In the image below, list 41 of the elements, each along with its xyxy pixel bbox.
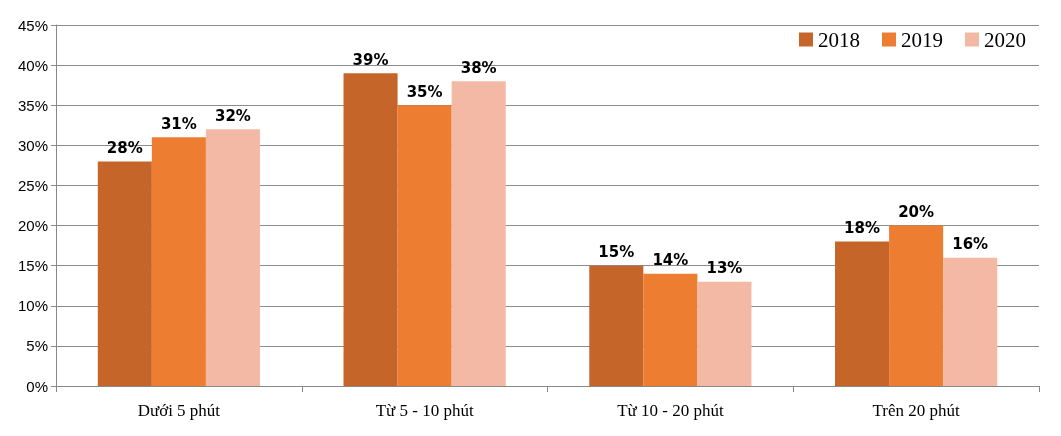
bar	[151, 137, 206, 386]
data-label: 32%	[214, 106, 251, 125]
bar	[343, 73, 398, 386]
bar	[97, 161, 152, 386]
bar	[943, 257, 998, 386]
y-tick-label: 30%	[17, 136, 48, 154]
y-tick-label: 25%	[17, 176, 48, 194]
x-tick-label: Từ 10 - 20 phút	[617, 401, 724, 420]
bar	[835, 241, 890, 386]
bar	[589, 265, 644, 386]
legend-label: 2020	[984, 27, 1026, 52]
data-label: 20%	[898, 203, 935, 222]
data-label: 31%	[160, 114, 197, 133]
y-tick-label: 45%	[17, 16, 48, 34]
bar	[451, 81, 506, 386]
x-tick-label: Từ 5 - 10 phút	[375, 401, 474, 420]
bar	[697, 281, 752, 386]
y-tick-label: 10%	[17, 297, 48, 315]
data-label: 39%	[352, 50, 389, 69]
bar	[205, 129, 260, 386]
bar	[397, 105, 452, 386]
y-tick-label: 35%	[17, 96, 48, 114]
data-label: 16%	[952, 235, 989, 254]
bar	[889, 225, 944, 386]
y-tick-label: 40%	[17, 56, 48, 74]
data-label: 38%	[460, 58, 497, 77]
data-label: 35%	[406, 82, 443, 101]
data-label: 28%	[106, 138, 143, 157]
x-tick-label: Dưới 5 phút	[137, 401, 221, 420]
y-tick-label: 0%	[26, 377, 48, 395]
legend-label: 2018	[818, 27, 860, 52]
bar	[643, 273, 698, 386]
y-tick-label: 15%	[17, 257, 48, 275]
y-tick-label: 20%	[17, 217, 48, 235]
x-tick-label: Trên 20 phút	[872, 401, 961, 420]
data-label: 18%	[844, 219, 881, 238]
data-label: 13%	[706, 259, 743, 278]
legend-label: 2019	[901, 27, 943, 52]
y-tick-label: 5%	[26, 337, 48, 355]
data-label: 15%	[598, 243, 635, 262]
data-label: 14%	[652, 251, 689, 270]
